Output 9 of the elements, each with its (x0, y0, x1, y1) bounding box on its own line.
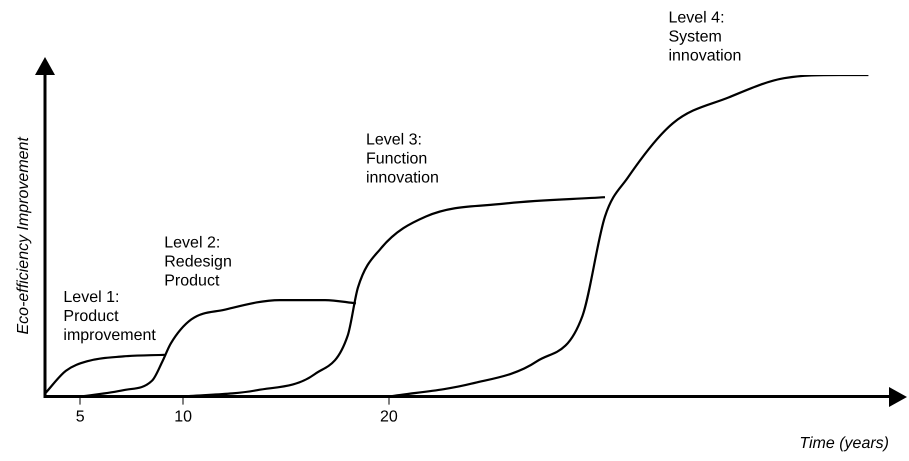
x-tick-label: 5 (76, 408, 85, 426)
series-label: Level 4: System innovation (668, 9, 742, 64)
x-tick-label: 20 (380, 408, 398, 426)
x-axis-title: Time (years) (799, 434, 889, 452)
series-label: Level 2: Redesign Product (164, 234, 232, 290)
series-label: Level 3: Function innovation (366, 132, 439, 187)
series-label: Level 1: Product improvement (63, 289, 156, 344)
x-tick-label: 10 (174, 408, 192, 426)
y-axis-title: Eco-efficiency Improvement (15, 136, 32, 335)
